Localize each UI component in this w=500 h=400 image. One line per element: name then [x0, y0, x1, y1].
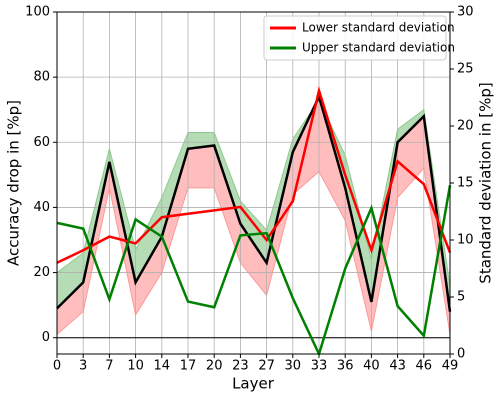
y-tick-label: 80 [33, 70, 50, 85]
x-tick-label: 36 [337, 359, 354, 374]
x-tick-label: 0 [53, 359, 61, 374]
x-tick-label: 40 [363, 359, 380, 374]
y-tick-label: 100 [25, 5, 50, 20]
x-tick-label: 27 [258, 359, 275, 374]
x-tick-label: 14 [154, 359, 171, 374]
legend-label: Upper standard deviation [302, 41, 455, 55]
y2-tick-label: 5 [457, 290, 465, 305]
y-axis-label: Accuracy drop in [%p] [5, 100, 23, 266]
y2-tick-label: 10 [457, 233, 474, 248]
legend-box [263, 15, 447, 61]
y-tick-label: 40 [33, 200, 50, 215]
legend-label: Lower standard deviation [302, 21, 455, 35]
x-tick-label: 46 [416, 359, 433, 374]
x-tick-label: 3 [79, 359, 87, 374]
x-tick-label: 30 [285, 359, 302, 374]
series-line [56, 85, 452, 264]
y2-axis-label: Standard deviation in [%p] [477, 82, 495, 283]
x-tick-label: 7 [105, 359, 113, 374]
mean-line [56, 93, 452, 312]
x-tick-label: 20 [206, 359, 223, 374]
y-tick-label: 60 [33, 135, 50, 150]
x-tick-label: 33 [311, 359, 328, 374]
x-axis-label: Layer [232, 375, 275, 393]
y2-tick-label: 25 [457, 62, 474, 77]
x-tick-label: 10 [127, 359, 144, 374]
x-tick-label: 17 [180, 359, 197, 374]
x-tick-label: 49 [442, 359, 459, 374]
y2-tick-label: 30 [457, 5, 474, 20]
y2-tick-label: 0 [457, 347, 465, 362]
y2-tick-label: 20 [457, 119, 474, 134]
series-line [56, 185, 452, 358]
x-tick-label: 23 [232, 359, 249, 374]
y-tick-label: 20 [33, 265, 50, 280]
y-tick-label: 0 [42, 330, 50, 345]
plot-frame [56, 11, 451, 355]
y2-tick-label: 15 [457, 176, 474, 191]
x-tick-label: 43 [389, 359, 406, 374]
